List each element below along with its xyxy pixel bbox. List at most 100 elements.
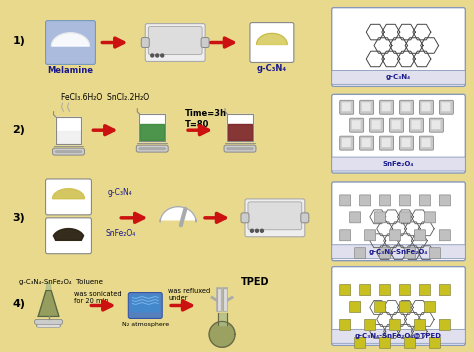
FancyBboxPatch shape bbox=[332, 94, 465, 173]
Polygon shape bbox=[256, 33, 287, 44]
FancyBboxPatch shape bbox=[332, 8, 465, 86]
FancyBboxPatch shape bbox=[350, 118, 364, 132]
FancyBboxPatch shape bbox=[340, 136, 354, 150]
FancyBboxPatch shape bbox=[380, 195, 391, 206]
FancyBboxPatch shape bbox=[439, 230, 450, 241]
Polygon shape bbox=[54, 228, 83, 240]
Polygon shape bbox=[140, 124, 164, 140]
FancyBboxPatch shape bbox=[421, 138, 430, 147]
FancyBboxPatch shape bbox=[431, 120, 440, 129]
FancyBboxPatch shape bbox=[404, 248, 416, 259]
FancyBboxPatch shape bbox=[301, 213, 309, 223]
FancyBboxPatch shape bbox=[401, 138, 410, 147]
FancyBboxPatch shape bbox=[400, 302, 410, 313]
Text: g-C₃N₄-SnFe₂O₄: g-C₃N₄-SnFe₂O₄ bbox=[369, 249, 428, 255]
Polygon shape bbox=[56, 131, 81, 143]
Text: g-C₃N₄-SnFe₂O₄@TPED: g-C₃N₄-SnFe₂O₄@TPED bbox=[355, 333, 442, 339]
FancyBboxPatch shape bbox=[332, 329, 465, 343]
Polygon shape bbox=[139, 114, 165, 141]
FancyBboxPatch shape bbox=[332, 245, 465, 259]
FancyBboxPatch shape bbox=[374, 212, 385, 223]
Text: was refluxed
under: was refluxed under bbox=[168, 288, 210, 301]
FancyBboxPatch shape bbox=[224, 145, 256, 152]
FancyBboxPatch shape bbox=[429, 118, 443, 132]
Text: g-C₃N₄: g-C₃N₄ bbox=[108, 188, 133, 197]
FancyBboxPatch shape bbox=[419, 136, 433, 150]
FancyBboxPatch shape bbox=[355, 337, 365, 348]
FancyBboxPatch shape bbox=[53, 148, 84, 155]
FancyBboxPatch shape bbox=[342, 102, 351, 111]
Text: 2): 2) bbox=[12, 125, 25, 135]
Text: SnFe₂O₄: SnFe₂O₄ bbox=[383, 161, 414, 167]
FancyBboxPatch shape bbox=[424, 212, 436, 223]
Polygon shape bbox=[38, 290, 59, 316]
FancyBboxPatch shape bbox=[429, 337, 440, 348]
Text: Melamine: Melamine bbox=[47, 66, 93, 75]
Text: N₂ atmosphere: N₂ atmosphere bbox=[122, 322, 169, 327]
FancyBboxPatch shape bbox=[370, 118, 383, 132]
FancyBboxPatch shape bbox=[390, 319, 401, 331]
Text: FeCl₃.6H₂O  SnCl₂.2H₂O: FeCl₃.6H₂O SnCl₂.2H₂O bbox=[61, 93, 149, 102]
Polygon shape bbox=[160, 207, 196, 222]
Polygon shape bbox=[55, 117, 82, 144]
Polygon shape bbox=[227, 114, 253, 141]
FancyBboxPatch shape bbox=[400, 100, 413, 114]
Polygon shape bbox=[53, 189, 84, 199]
FancyBboxPatch shape bbox=[372, 120, 381, 129]
FancyBboxPatch shape bbox=[340, 230, 351, 241]
FancyBboxPatch shape bbox=[382, 102, 391, 111]
FancyBboxPatch shape bbox=[362, 138, 371, 147]
FancyBboxPatch shape bbox=[424, 302, 436, 313]
FancyBboxPatch shape bbox=[439, 100, 453, 114]
Text: T=80: T=80 bbox=[185, 120, 210, 129]
FancyBboxPatch shape bbox=[380, 248, 391, 259]
FancyBboxPatch shape bbox=[332, 267, 465, 345]
FancyBboxPatch shape bbox=[380, 136, 393, 150]
FancyBboxPatch shape bbox=[340, 319, 351, 331]
FancyBboxPatch shape bbox=[400, 136, 413, 150]
Text: was sonicated
for 20 min: was sonicated for 20 min bbox=[74, 291, 122, 304]
FancyBboxPatch shape bbox=[439, 284, 450, 296]
FancyBboxPatch shape bbox=[332, 182, 465, 261]
FancyBboxPatch shape bbox=[340, 100, 354, 114]
FancyBboxPatch shape bbox=[441, 102, 450, 111]
FancyBboxPatch shape bbox=[340, 195, 351, 206]
FancyBboxPatch shape bbox=[374, 302, 385, 313]
FancyBboxPatch shape bbox=[360, 100, 374, 114]
FancyBboxPatch shape bbox=[439, 319, 450, 331]
FancyBboxPatch shape bbox=[390, 118, 403, 132]
FancyBboxPatch shape bbox=[145, 24, 205, 62]
Polygon shape bbox=[218, 313, 227, 325]
FancyBboxPatch shape bbox=[380, 100, 393, 114]
FancyBboxPatch shape bbox=[137, 145, 168, 152]
FancyBboxPatch shape bbox=[241, 213, 249, 223]
FancyBboxPatch shape bbox=[365, 319, 375, 331]
FancyBboxPatch shape bbox=[380, 337, 391, 348]
FancyBboxPatch shape bbox=[410, 118, 423, 132]
FancyBboxPatch shape bbox=[130, 295, 160, 313]
FancyBboxPatch shape bbox=[148, 27, 202, 55]
FancyBboxPatch shape bbox=[332, 70, 465, 84]
FancyBboxPatch shape bbox=[226, 147, 254, 150]
FancyBboxPatch shape bbox=[36, 325, 61, 327]
FancyBboxPatch shape bbox=[365, 230, 375, 241]
FancyBboxPatch shape bbox=[340, 284, 351, 296]
Text: 4): 4) bbox=[12, 300, 25, 309]
FancyBboxPatch shape bbox=[46, 179, 91, 215]
FancyBboxPatch shape bbox=[355, 248, 365, 259]
FancyBboxPatch shape bbox=[400, 195, 410, 206]
FancyBboxPatch shape bbox=[392, 120, 401, 129]
FancyBboxPatch shape bbox=[55, 150, 82, 153]
Text: g-C₃N₄-SnFe₂O₄  Toluene: g-C₃N₄-SnFe₂O₄ Toluene bbox=[18, 278, 102, 284]
FancyBboxPatch shape bbox=[46, 218, 91, 254]
Circle shape bbox=[151, 54, 154, 57]
FancyBboxPatch shape bbox=[248, 202, 302, 230]
FancyBboxPatch shape bbox=[380, 284, 391, 296]
Circle shape bbox=[255, 229, 258, 232]
Text: 3): 3) bbox=[12, 213, 25, 223]
Circle shape bbox=[260, 229, 264, 232]
FancyBboxPatch shape bbox=[46, 21, 95, 64]
FancyBboxPatch shape bbox=[35, 319, 63, 325]
Polygon shape bbox=[52, 33, 90, 46]
FancyBboxPatch shape bbox=[360, 195, 371, 206]
